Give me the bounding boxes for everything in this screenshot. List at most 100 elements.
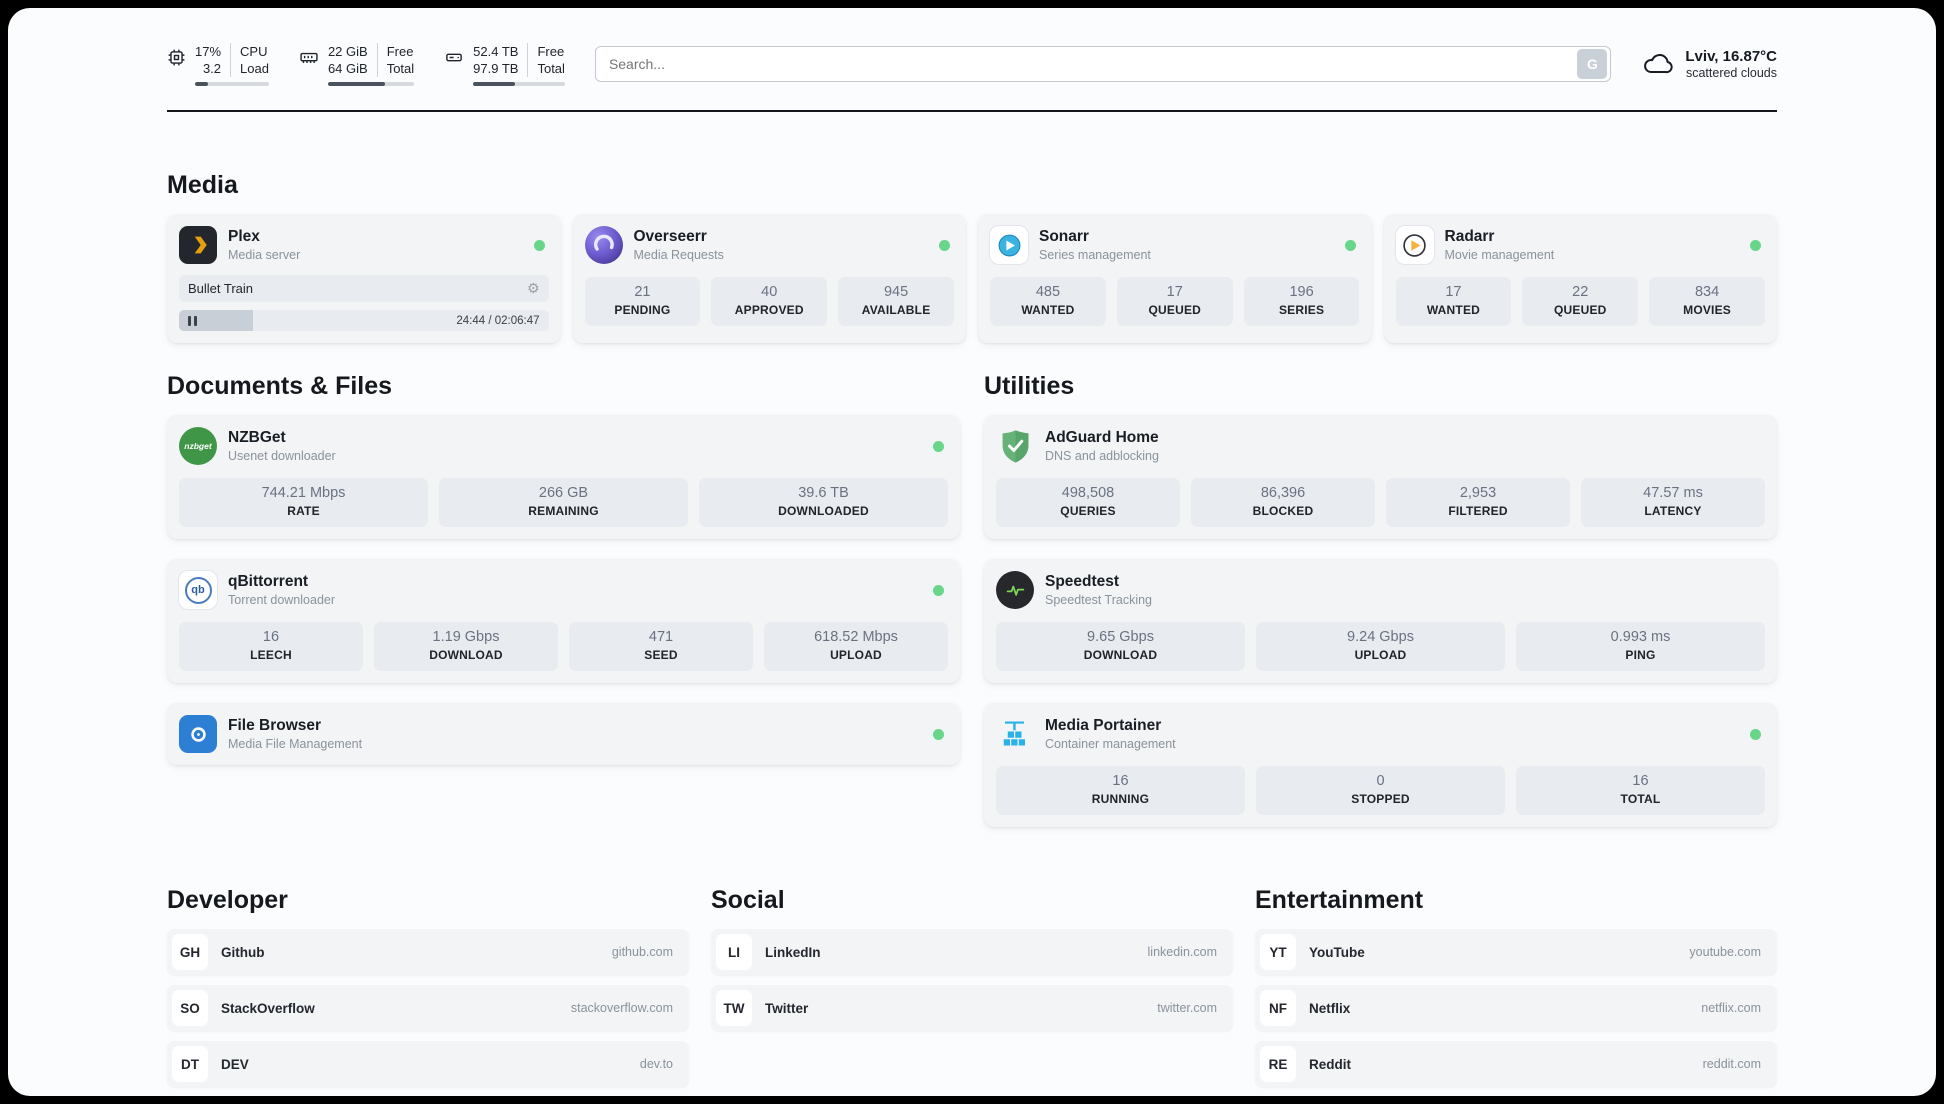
stat-label: STOPPED (1351, 792, 1410, 806)
dashboard-page: 17% 3.2 CPU Load (8, 8, 1936, 1096)
bookmark-name: YouTube (1309, 944, 1365, 960)
stat-box: 21 PENDING (584, 277, 701, 326)
stat-label: PENDING (614, 303, 671, 317)
header-divider (167, 110, 1777, 112)
app-subtitle: Torrent downloader (228, 593, 336, 607)
bookmark-linkedin[interactable]: LI LinkedIn linkedin.com (711, 929, 1233, 975)
bookmark-name: DEV (221, 1056, 249, 1072)
stat-value: 485 (1035, 284, 1061, 300)
disk-label-1: Free (537, 43, 565, 59)
adguard-card[interactable]: AdGuard Home DNS and adblocking 498,508 … (984, 415, 1777, 539)
app-subtitle: DNS and adblocking (1045, 449, 1159, 463)
plex-card[interactable]: Plex Media server Bullet Train ⚙ 24:44 /… (167, 214, 561, 343)
portainer-icon (996, 715, 1034, 753)
stat-box: 0 STOPPED (1256, 766, 1505, 815)
bookmark-youtube[interactable]: YT YouTube youtube.com (1255, 929, 1777, 975)
stat-value: 266 GB (538, 485, 589, 501)
gear-icon[interactable]: ⚙ (526, 280, 540, 296)
search-engine-button[interactable]: G (1577, 49, 1608, 79)
adguard-shield-icon (996, 427, 1034, 465)
search-input[interactable] (598, 56, 1578, 72)
stat-value: 86,396 (1260, 485, 1306, 501)
pause-icon[interactable] (179, 315, 206, 326)
plex-progressbar[interactable]: 24:44 / 02:06:47 (179, 310, 549, 331)
disk-stat: 52.4 TB 97.9 TB Free Total (444, 42, 565, 86)
speedtest-card[interactable]: Speedtest Speedtest Tracking 9.65 Gbps D… (984, 559, 1777, 683)
portainer-card[interactable]: Media Portainer Container management 16 … (984, 703, 1777, 827)
entertainment-column: Entertainment YT YouTube youtube.com NF … (1255, 885, 1777, 1096)
stat-label: RUNNING (1091, 792, 1150, 806)
sonarr-icon (990, 226, 1028, 264)
bookmark-dev[interactable]: DT DEV dev.to (167, 1041, 689, 1087)
disk-total: 97.9 TB (473, 60, 519, 76)
bookmark-twitter[interactable]: TW Twitter twitter.com (711, 985, 1233, 1031)
stat-value: 17 (1445, 284, 1462, 300)
bookmark-url: linkedin.com (1147, 945, 1217, 959)
stat-value: 0.993 ms (1610, 629, 1671, 645)
stat-box: 471 SEED (569, 622, 753, 671)
stat-box: 16 TOTAL (1516, 766, 1765, 815)
stat-value: 0 (1376, 773, 1385, 789)
stat-box: 86,396 BLOCKED (1191, 478, 1375, 527)
stat-box: 40 APPROVED (711, 277, 828, 326)
stat-box: 945 AVAILABLE (838, 277, 954, 326)
section-title-media: Media (167, 171, 238, 199)
app-subtitle: Usenet downloader (228, 449, 336, 463)
stat-label: DOWNLOADED (778, 504, 869, 518)
stat-value: 47.57 ms (1643, 485, 1703, 501)
status-dot (933, 728, 944, 740)
stat-box: 47.57 ms LATENCY (1581, 478, 1765, 527)
app-subtitle: Media File Management (228, 737, 363, 751)
disk-progressbar (473, 81, 565, 86)
bookmarks-area: Developer GH Github github.com SO StackO… (167, 885, 1777, 1096)
bookmark-url: dev.to (639, 1057, 673, 1071)
stat-box: 16 LEECH (179, 622, 363, 671)
stat-value: 17 (1166, 284, 1183, 300)
qbittorrent-card[interactable]: qb qBittorrent Torrent downloader 16 LEE… (167, 559, 960, 683)
bookmark-url: github.com (611, 945, 673, 959)
app-name: NZBGet (228, 429, 286, 446)
status-dot (933, 584, 944, 596)
stat-value: 945 (883, 284, 909, 300)
stat-box: 744.21 Mbps RATE (179, 478, 428, 527)
section-title-developer: Developer (167, 886, 288, 914)
stat-box: 485 WANTED (990, 277, 1106, 326)
stat-label: QUERIES (1060, 504, 1116, 518)
radarr-icon (1395, 226, 1434, 264)
sonarr-card[interactable]: Sonarr Series management 485 WANTED 17 Q… (978, 214, 1372, 343)
stat-label: DOWNLOAD (429, 648, 503, 662)
stat-value: 22 (1572, 284, 1589, 300)
stat-label: MOVIES (1683, 303, 1732, 317)
ram-free: 22 GiB (327, 43, 368, 59)
youtube-badge: YT (1260, 934, 1296, 970)
documents-column: Documents & Files nzbget NZBGet Usenet d… (167, 371, 960, 827)
cpu-readout: 17% 3.2 CPU Load (195, 42, 269, 86)
netflix-badge: NF (1260, 990, 1296, 1026)
now-playing-title: Bullet Train (188, 281, 254, 296)
filebrowser-card[interactable]: File Browser Media File Management (167, 703, 960, 765)
nzbget-card[interactable]: nzbget NZBGet Usenet downloader 744.21 M… (167, 415, 960, 539)
bookmark-name: StackOverflow (221, 1000, 315, 1016)
overseerr-card[interactable]: Overseerr Media Requests 21 PENDING 40 A… (572, 214, 966, 343)
ram-label-2: Total (386, 60, 415, 76)
bookmark-github[interactable]: GH Github github.com (167, 929, 689, 975)
plex-now-playing: Bullet Train ⚙ (179, 275, 549, 302)
bookmark-reddit[interactable]: RE Reddit reddit.com (1255, 1041, 1777, 1087)
app-name: qBittorrent (228, 573, 309, 590)
radarr-card[interactable]: Radarr Movie management 17 WANTED 22 QUE… (1383, 214, 1777, 343)
stat-box: 498,508 QUERIES (996, 478, 1180, 527)
stat-label: QUEUED (1148, 303, 1202, 317)
stat-value: 1.19 Gbps (432, 629, 500, 645)
status-dot (1750, 239, 1761, 251)
section-title-social: Social (711, 886, 785, 914)
developer-column: Developer GH Github github.com SO StackO… (167, 885, 689, 1096)
app-subtitle: Speedtest Tracking (1045, 593, 1153, 607)
twitter-badge: TW (716, 990, 752, 1026)
stat-label: WANTED (1021, 303, 1075, 317)
bookmark-stackoverflow[interactable]: SO StackOverflow stackoverflow.com (167, 985, 689, 1031)
stat-value: 16 (262, 629, 280, 645)
bookmark-netflix[interactable]: NF Netflix netflix.com (1255, 985, 1777, 1031)
utilities-column: Utilities AdGuard Home (984, 371, 1777, 827)
app-name: AdGuard Home (1045, 429, 1159, 446)
app-name: Radarr (1444, 228, 1495, 245)
